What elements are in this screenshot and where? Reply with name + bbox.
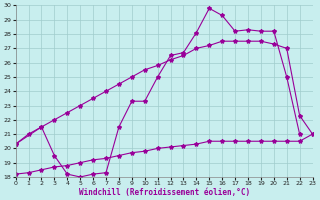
X-axis label: Windchill (Refroidissement éolien,°C): Windchill (Refroidissement éolien,°C)	[78, 188, 250, 197]
